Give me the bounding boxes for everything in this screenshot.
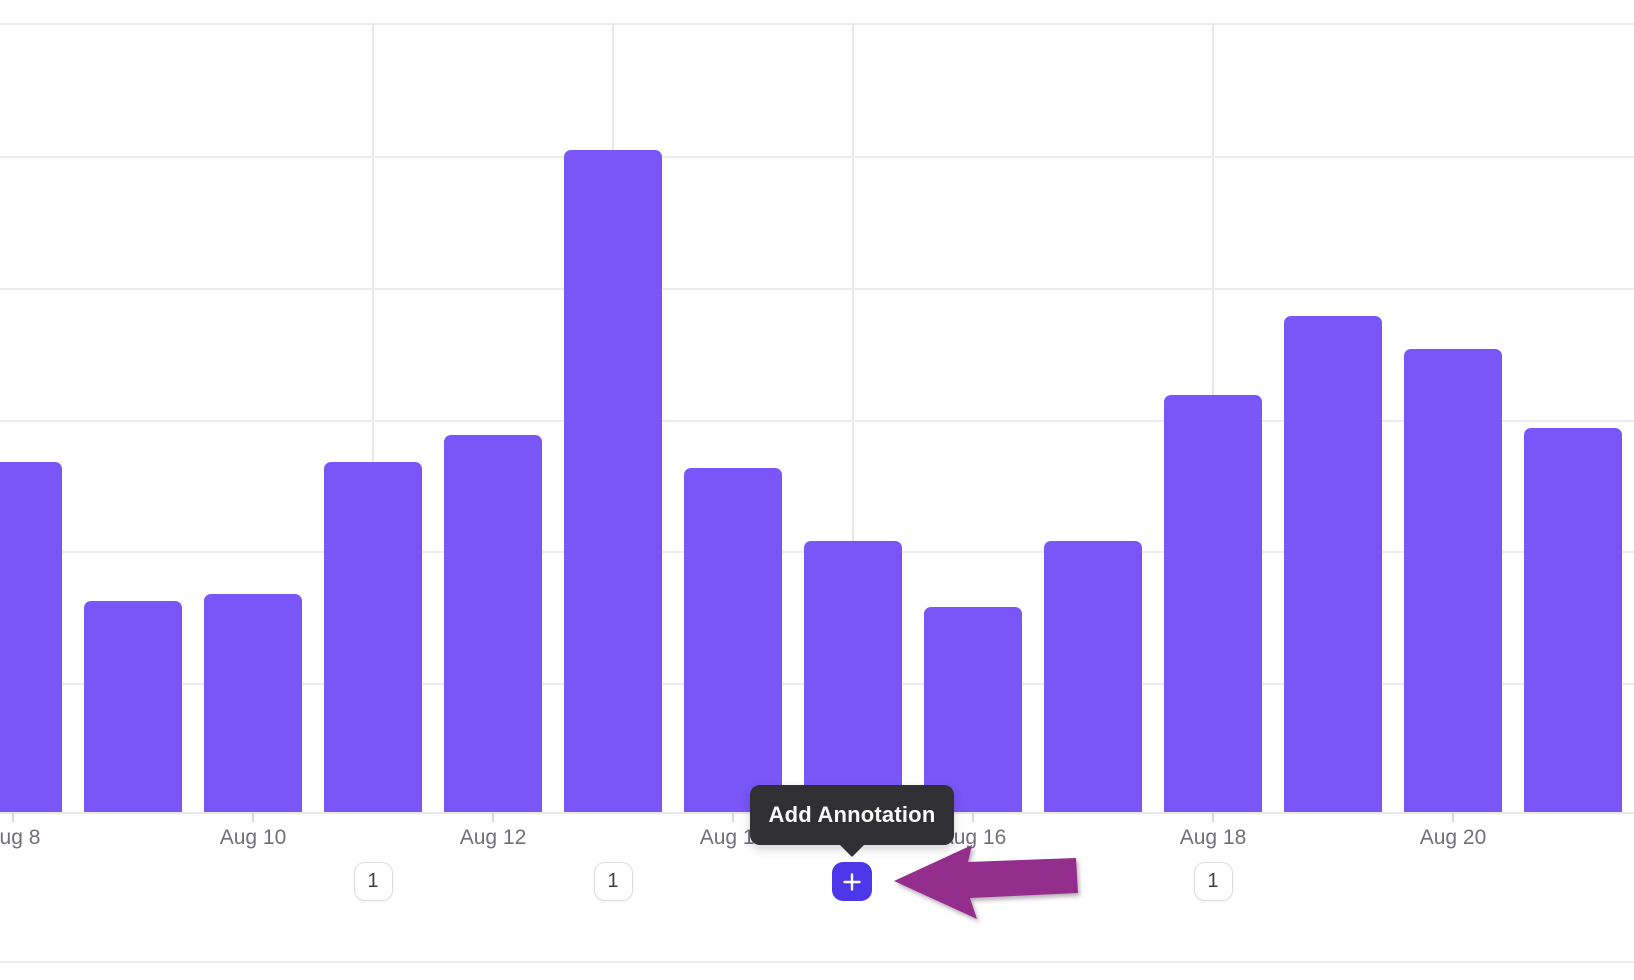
bar-aug-19[interactable] [1284, 316, 1382, 813]
bar-aug-10[interactable] [204, 594, 302, 813]
annotation-badge-aug-11[interactable]: 1 [353, 862, 393, 901]
add-annotation-button[interactable] [832, 862, 872, 901]
gridline-horizontal [0, 23, 1634, 25]
tooltip-pointer [839, 844, 865, 857]
bar-aug-15[interactable] [804, 541, 902, 813]
bar-aug-14[interactable] [684, 468, 782, 813]
x-axis-tick [12, 813, 14, 822]
bar-aug-20[interactable] [1404, 349, 1502, 813]
bar-aug-13[interactable] [564, 150, 662, 813]
annotation-count: 1 [1207, 870, 1219, 892]
bar-aug-17[interactable] [1044, 541, 1142, 813]
bar-aug-11[interactable] [324, 462, 422, 813]
plus-icon [840, 870, 864, 894]
bar-aug-21[interactable] [1524, 428, 1622, 813]
x-axis-tick [732, 813, 734, 822]
bar-aug-8[interactable] [0, 462, 62, 813]
annotation-count: 1 [367, 870, 379, 892]
gridline-horizontal [0, 288, 1634, 290]
x-axis-tick [1452, 813, 1454, 822]
bar-aug-18[interactable] [1164, 395, 1262, 813]
x-axis-label: Aug 14 [699, 826, 767, 849]
x-axis-label: Aug 10 [219, 826, 287, 849]
x-axis-tick [252, 813, 254, 822]
annotation-marker-line [852, 23, 854, 813]
x-axis-label: Aug 16 [939, 826, 1007, 849]
gridline-horizontal [0, 420, 1634, 422]
x-axis-tick [1212, 813, 1214, 822]
add-annotation-tooltip: Add Annotation [750, 785, 954, 857]
annotation-badge-aug-13[interactable]: 1 [593, 862, 633, 901]
instructional-arrow-icon [880, 835, 1085, 930]
x-axis-label: Aug 20 [1419, 826, 1487, 849]
annotation-count: 1 [607, 870, 619, 892]
x-axis-label: Aug 12 [459, 826, 527, 849]
gridline-horizontal [0, 156, 1634, 158]
bar-aug-12[interactable] [444, 435, 542, 813]
tooltip-label: Add Annotation [768, 802, 936, 827]
bar-aug-9[interactable] [84, 601, 182, 813]
x-axis-tick [972, 813, 974, 822]
bottom-divider [0, 961, 1634, 963]
bar-aug-16[interactable] [924, 607, 1022, 813]
x-axis-label: Aug 18 [1179, 826, 1247, 849]
x-axis-tick [492, 813, 494, 822]
x-axis-label: Aug 8 [0, 826, 41, 849]
annotation-marker-line [372, 23, 374, 813]
annotation-badge-aug-18[interactable]: 1 [1193, 862, 1233, 901]
